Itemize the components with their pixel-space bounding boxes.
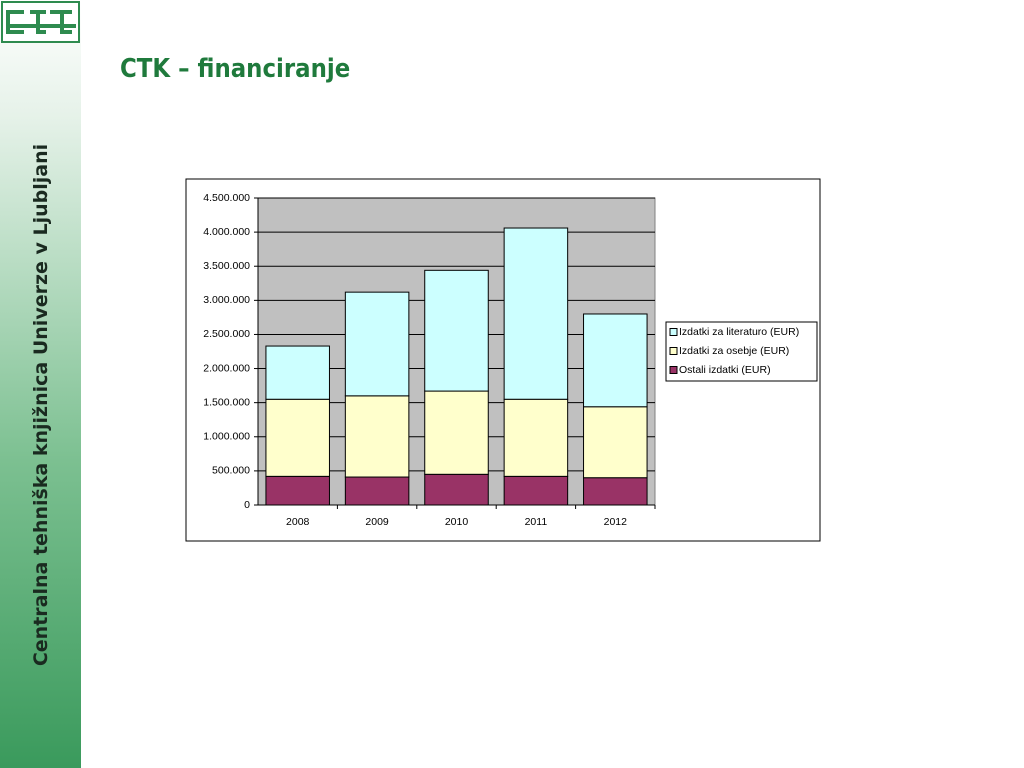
- x-tick-label: 2012: [604, 516, 628, 528]
- y-tick-label: 4.500.000: [203, 192, 250, 204]
- bar-segment: [583, 477, 648, 506]
- bar-segment: [424, 269, 489, 392]
- y-tick-label: 3.000.000: [203, 294, 250, 306]
- bar-segment: [583, 313, 648, 408]
- x-tick-label: 2008: [286, 516, 310, 528]
- bar-segment: [503, 475, 569, 506]
- bar-segment: [503, 398, 569, 477]
- logo-mark: [6, 10, 76, 34]
- logo-frame: [1, 1, 80, 43]
- x-tick-label: 2009: [365, 516, 389, 528]
- logo: [1, 1, 80, 43]
- x-tick-label: 2011: [525, 516, 548, 528]
- bar-segment: [265, 475, 330, 506]
- y-tick-label: 0: [244, 499, 250, 511]
- legend-label: Ostali izdatki (EUR): [679, 364, 771, 376]
- y-tick-label: 3.500.000: [203, 260, 250, 272]
- y-tick-label: 2.500.000: [203, 328, 250, 340]
- legend-swatch: [669, 347, 678, 355]
- bar-segment: [583, 406, 648, 479]
- legend-swatch: [669, 366, 678, 374]
- bar-segment: [424, 473, 489, 506]
- y-tick-label: 4.000.000: [203, 226, 250, 238]
- bar-segment: [265, 398, 330, 477]
- y-tick-label: 2.000.000: [203, 362, 250, 374]
- x-tick-label: 2010: [445, 516, 469, 528]
- bar-segment: [344, 291, 410, 397]
- y-tick-label: 1.500.000: [203, 396, 250, 408]
- slide-title: CTK – financiranje: [120, 54, 351, 84]
- bar-segment: [265, 345, 330, 400]
- legend-swatch: [669, 328, 678, 336]
- legend-frame: [665, 321, 818, 382]
- y-tick-label: 1.000.000: [203, 431, 250, 443]
- bar-segment: [344, 395, 410, 478]
- legend-label: Izdatki za literaturo (EUR): [679, 326, 799, 338]
- y-tick-label: 500.000: [212, 465, 250, 477]
- bar-segment: [424, 390, 489, 475]
- bar-segment: [344, 476, 410, 506]
- sidebar: [0, 0, 81, 768]
- legend-label: Izdatki za osebje (EUR): [679, 345, 789, 357]
- bar-segment: [503, 227, 569, 400]
